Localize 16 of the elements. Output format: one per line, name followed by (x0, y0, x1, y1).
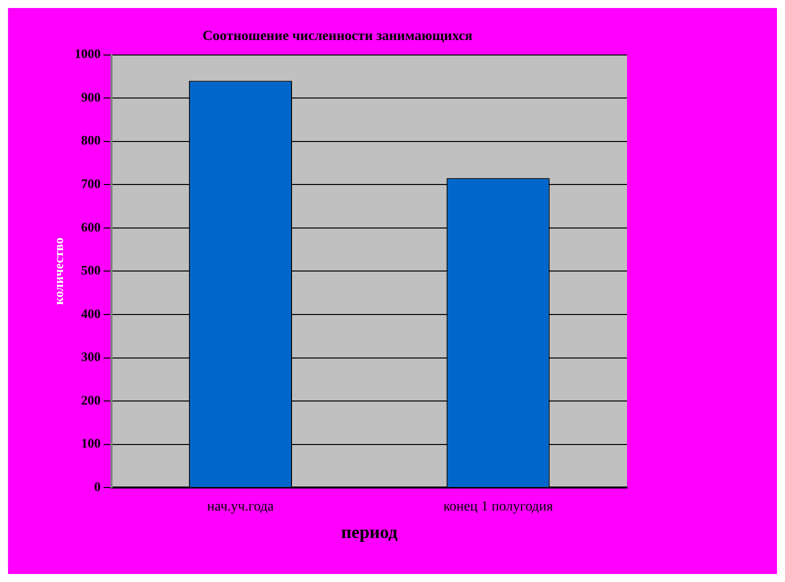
y-tick-label: 100 (81, 436, 101, 451)
y-tick-label: 600 (81, 219, 101, 234)
y-tick-label: 500 (81, 262, 101, 278)
x-axis-title: период (341, 522, 398, 542)
y-tick-label: 800 (81, 132, 101, 148)
x-tick-label: нач.уч.года (207, 500, 275, 515)
chart-title: Соотношение численности занимающихся (202, 29, 473, 44)
y-tick-label: 0 (94, 478, 101, 494)
y-axis-title: количество (51, 238, 66, 305)
y-tick-label: 1000 (74, 46, 101, 62)
y-tick-label: 400 (81, 306, 101, 321)
y-tick-label: 300 (81, 349, 101, 364)
x-tick-label: конец 1 полугодия (443, 500, 554, 515)
y-tick-label: 900 (81, 89, 101, 104)
y-tick-label: 700 (81, 176, 101, 191)
y-tick-label: 200 (81, 392, 101, 408)
